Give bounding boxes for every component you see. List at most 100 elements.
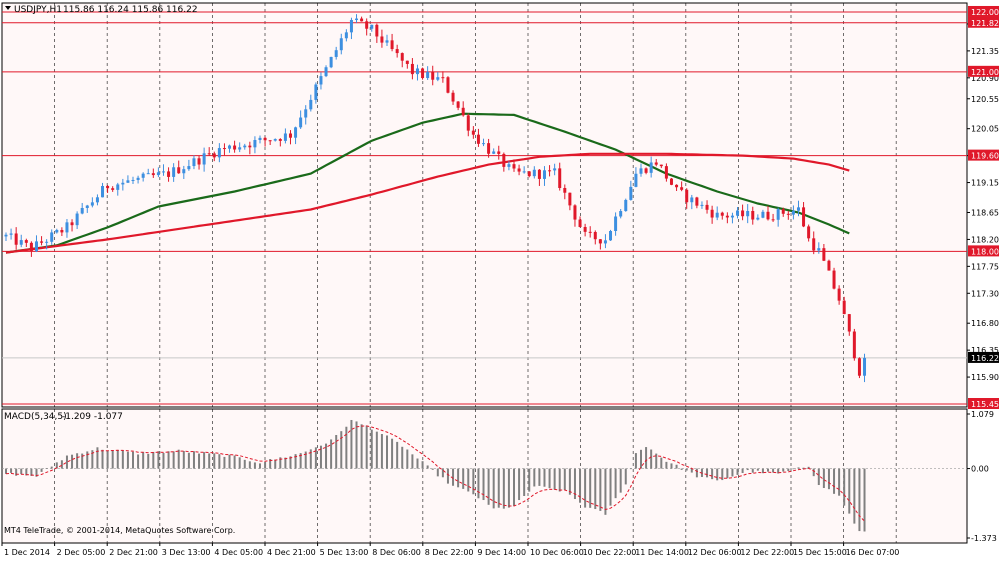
candle-body[interactable] xyxy=(695,197,699,206)
candle-body[interactable] xyxy=(365,21,369,29)
candle-body[interactable] xyxy=(563,187,567,193)
candle-body[interactable] xyxy=(161,171,165,173)
candle-body[interactable] xyxy=(65,222,69,233)
candle-body[interactable] xyxy=(746,210,750,217)
candle-body[interactable] xyxy=(339,38,343,51)
candle-body[interactable] xyxy=(329,56,333,68)
candle-body[interactable] xyxy=(487,143,491,154)
candle-body[interactable] xyxy=(70,222,74,226)
candle-body[interactable] xyxy=(253,139,257,148)
candle-body[interactable] xyxy=(314,84,318,100)
candle-body[interactable] xyxy=(273,139,277,141)
candle-body[interactable] xyxy=(619,211,623,217)
candle-body[interactable] xyxy=(654,162,658,165)
candle-body[interactable] xyxy=(741,210,745,217)
level-tag[interactable] xyxy=(968,5,999,17)
candle-body[interactable] xyxy=(756,217,760,220)
candle-body[interactable] xyxy=(532,169,536,177)
candle-body[interactable] xyxy=(603,240,607,244)
candle-body[interactable] xyxy=(639,168,643,174)
candle-body[interactable] xyxy=(400,53,404,61)
candle-body[interactable] xyxy=(781,209,785,214)
candle-body[interactable] xyxy=(344,32,348,39)
level-tag[interactable] xyxy=(968,245,999,257)
candle-body[interactable] xyxy=(80,207,84,214)
candle-body[interactable] xyxy=(187,166,191,170)
candle-body[interactable] xyxy=(736,210,740,216)
candle-body[interactable] xyxy=(863,357,867,376)
candle-body[interactable] xyxy=(141,173,145,178)
candle-body[interactable] xyxy=(360,18,364,22)
candle-body[interactable] xyxy=(669,178,673,185)
candle-body[interactable] xyxy=(304,109,308,118)
candle-body[interactable] xyxy=(517,168,521,172)
candle-body[interactable] xyxy=(492,151,496,154)
candle-body[interactable] xyxy=(685,189,689,203)
candle-body[interactable] xyxy=(548,170,552,172)
candle-body[interactable] xyxy=(349,19,353,33)
candle-body[interactable] xyxy=(258,137,262,140)
candle-body[interactable] xyxy=(29,242,33,252)
candle-body[interactable] xyxy=(192,158,196,167)
candle-body[interactable] xyxy=(715,212,719,218)
candle-body[interactable] xyxy=(771,219,775,221)
candle-body[interactable] xyxy=(299,117,303,128)
candle-body[interactable] xyxy=(476,134,480,144)
candle-body[interactable] xyxy=(131,179,135,181)
candle-body[interactable] xyxy=(319,76,323,85)
candle-body[interactable] xyxy=(609,230,613,241)
candle-body[interactable] xyxy=(217,148,221,158)
candle-body[interactable] xyxy=(451,92,455,102)
candle-body[interactable] xyxy=(807,226,811,239)
candle-body[interactable] xyxy=(334,50,338,57)
candle-body[interactable] xyxy=(553,168,557,171)
candle-body[interactable] xyxy=(85,205,89,208)
candle-body[interactable] xyxy=(832,270,836,289)
candle-body[interactable] xyxy=(268,140,272,142)
candle-body[interactable] xyxy=(172,167,176,177)
candle-body[interactable] xyxy=(156,172,160,176)
candle-body[interactable] xyxy=(507,164,511,167)
candle-body[interactable] xyxy=(822,248,826,261)
candle-body[interactable] xyxy=(614,216,618,231)
candle-body[interactable] xyxy=(471,130,475,135)
candle-body[interactable] xyxy=(222,148,226,150)
candle-body[interactable] xyxy=(355,18,359,20)
level-tag[interactable] xyxy=(968,398,999,410)
candle-body[interactable] xyxy=(791,210,795,215)
candle-body[interactable] xyxy=(182,169,186,174)
candle-body[interactable] xyxy=(776,209,780,220)
candle-body[interactable] xyxy=(751,210,755,220)
candle-body[interactable] xyxy=(228,145,232,149)
candle-body[interactable] xyxy=(126,180,130,183)
candle-body[interactable] xyxy=(502,153,506,167)
candle-body[interactable] xyxy=(177,167,181,174)
candle-body[interactable] xyxy=(309,99,313,110)
candle-body[interactable] xyxy=(60,229,64,233)
candle-body[interactable] xyxy=(106,186,110,189)
candle-body[interactable] xyxy=(50,232,54,242)
candle-body[interactable] xyxy=(730,215,734,218)
candle-body[interactable] xyxy=(812,238,816,251)
candle-body[interactable] xyxy=(116,184,120,190)
candle-body[interactable] xyxy=(421,68,425,79)
candle-body[interactable] xyxy=(497,151,501,154)
candle-body[interactable] xyxy=(796,207,800,211)
candle-body[interactable] xyxy=(370,24,374,29)
candle-body[interactable] xyxy=(197,158,201,165)
candle-body[interactable] xyxy=(629,186,633,200)
candle-body[interactable] xyxy=(705,204,709,210)
candle-body[interactable] xyxy=(700,204,704,206)
candle-body[interactable] xyxy=(385,40,389,43)
candle-body[interactable] xyxy=(202,153,206,165)
candle-body[interactable] xyxy=(690,197,694,203)
candle-body[interactable] xyxy=(659,164,663,167)
candle-body[interactable] xyxy=(588,231,592,233)
candle-body[interactable] xyxy=(634,173,638,187)
candle-body[interactable] xyxy=(537,169,541,179)
candle-body[interactable] xyxy=(720,212,724,216)
candle-body[interactable] xyxy=(680,187,684,190)
candle-body[interactable] xyxy=(375,24,379,37)
candle-body[interactable] xyxy=(90,202,94,206)
candle-body[interactable] xyxy=(233,145,237,150)
